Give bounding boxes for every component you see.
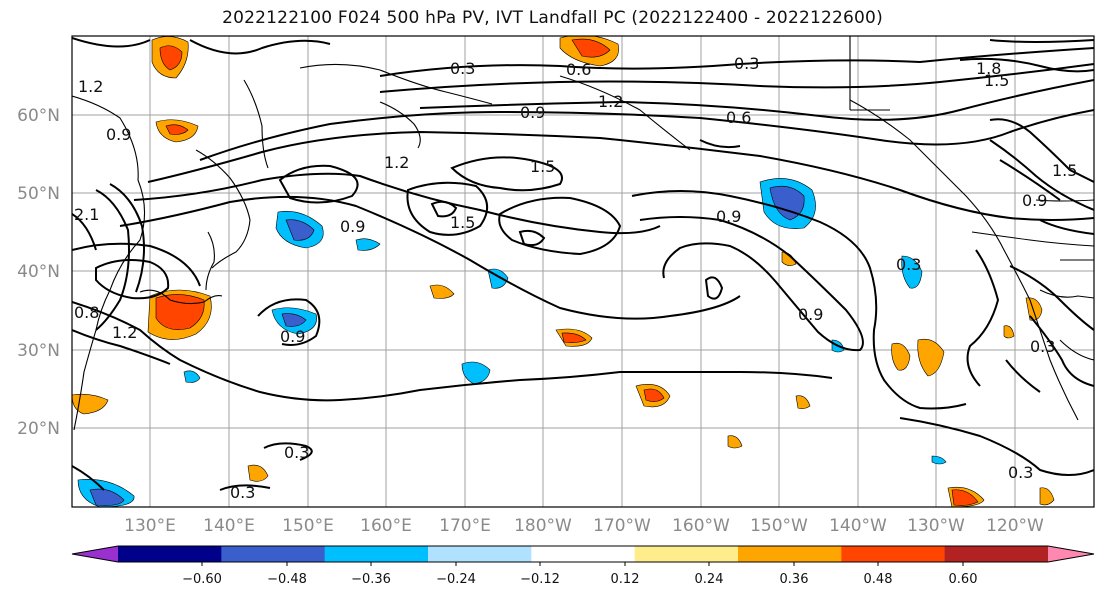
colorbar-tick-label: −0.24: [436, 572, 476, 587]
colorbar-segment: [634, 546, 739, 562]
colorbar-ticks: [201, 562, 964, 566]
contour-label: 1.8: [976, 59, 1001, 78]
colorbar-extend-max: [1048, 546, 1094, 562]
colorbar-tick-labels: −0.60 −0.48 −0.36 −0.24 −0.12 0.12 0.24 …: [182, 572, 977, 587]
contour-label: 0.3: [230, 483, 255, 502]
longitude-label: 150°E: [282, 516, 334, 536]
contour-labels: 0.3 0.6 0.3 1.2 0.9 0.6 1.8 1.5 1.2 0.9 …: [74, 54, 1077, 502]
contour-label: 0.9: [340, 217, 365, 236]
graticule: [72, 36, 1094, 507]
colorbar-segment: [944, 546, 1049, 562]
colorbar-segment: [118, 546, 222, 562]
colorbar-outline: [71, 545, 1095, 563]
colorbar-segment: [428, 546, 532, 562]
contour-label: 1.2: [78, 77, 103, 96]
coastlines: [72, 36, 1094, 431]
colorbar-segment: [221, 546, 326, 562]
contour-label: 1.5: [1052, 161, 1077, 180]
contour-label: 1.5: [530, 157, 555, 176]
colorbar-segment: [738, 546, 842, 562]
contour-label: 0.6: [726, 108, 751, 127]
colorbar-segments: [71, 545, 1095, 563]
colorbar-segment: [841, 546, 946, 562]
longitude-label: 170°W: [593, 516, 651, 536]
contour-label: 0.9: [798, 305, 823, 324]
contour-label: 0.9: [280, 327, 305, 346]
colorbar-segment: [531, 546, 636, 562]
latitude-label: 20°N: [17, 419, 60, 439]
latitude-label: 40°N: [17, 262, 60, 282]
pv-contours: [72, 37, 1094, 491]
contour-label: 0.9: [716, 207, 741, 226]
longitude-label: 170°E: [439, 516, 491, 536]
contour-label: 1.5: [450, 213, 475, 232]
colorbar-tick-label: −0.36: [351, 572, 391, 587]
longitude-label: 130°W: [907, 516, 965, 536]
contour-label: 0.8: [74, 303, 99, 322]
colorbar: −0.60 −0.48 −0.36 −0.24 −0.12 0.12 0.24 …: [71, 545, 1095, 587]
contour-label: 0.3: [896, 255, 921, 274]
longitude-label: 150°W: [750, 516, 808, 536]
longitude-labels: 130°E 140°E 150°E 160°E 170°E 180°W 170°…: [124, 516, 1044, 536]
latitude-label: 60°N: [17, 106, 60, 126]
colorbar-tick-label: 0.60: [949, 572, 978, 587]
contour-label: 1.2: [384, 153, 409, 172]
contour-label: 1.2: [112, 323, 137, 342]
map-title: 2022122100 F024 500 hPa PV, IVT Landfall…: [222, 8, 883, 28]
colorbar-tick-label: 0.12: [611, 572, 640, 587]
latitude-label: 50°N: [17, 184, 60, 204]
longitude-label: 120°W: [986, 516, 1044, 536]
longitude-label: 140°E: [203, 516, 255, 536]
contour-label: 0.9: [106, 125, 131, 144]
contour-label: 1.5: [984, 71, 1009, 90]
colorbar-tick-label: −0.12: [520, 572, 560, 587]
colorbar-extend-min: [72, 546, 118, 562]
contour-label: 0.9: [1022, 191, 1047, 210]
longitude-label: 130°E: [124, 516, 176, 536]
contour-label: 1.2: [598, 92, 623, 111]
longitude-label: 180°W: [514, 516, 572, 536]
contour-label: 0.6: [566, 60, 591, 79]
longitude-label: 160°E: [360, 516, 412, 536]
latitude-label: 30°N: [17, 341, 60, 361]
contour-label: 0.3: [284, 443, 309, 462]
longitude-label: 160°W: [672, 516, 730, 536]
colorbar-segment: [324, 546, 429, 562]
colorbar-tick-label: 0.24: [695, 572, 724, 587]
colorbar-tick-label: 0.48: [864, 572, 893, 587]
colorbar-tick-label: −0.48: [267, 572, 307, 587]
contour-label: 0.3: [1008, 463, 1033, 482]
colorbar-tick-label: 0.36: [780, 572, 809, 587]
contour-label: 2.1: [74, 205, 99, 224]
contour-label: 0.3: [450, 59, 475, 78]
latitude-labels: 60°N 50°N 40°N 30°N 20°N: [17, 106, 60, 439]
contour-label: 0.3: [1030, 337, 1055, 356]
longitude-label: 140°W: [829, 516, 887, 536]
plot-border: [71, 35, 1095, 508]
contour-label: 0.9: [520, 103, 545, 122]
colorbar-tick-label: −0.60: [182, 572, 222, 587]
contour-label: 0.3: [734, 54, 759, 73]
